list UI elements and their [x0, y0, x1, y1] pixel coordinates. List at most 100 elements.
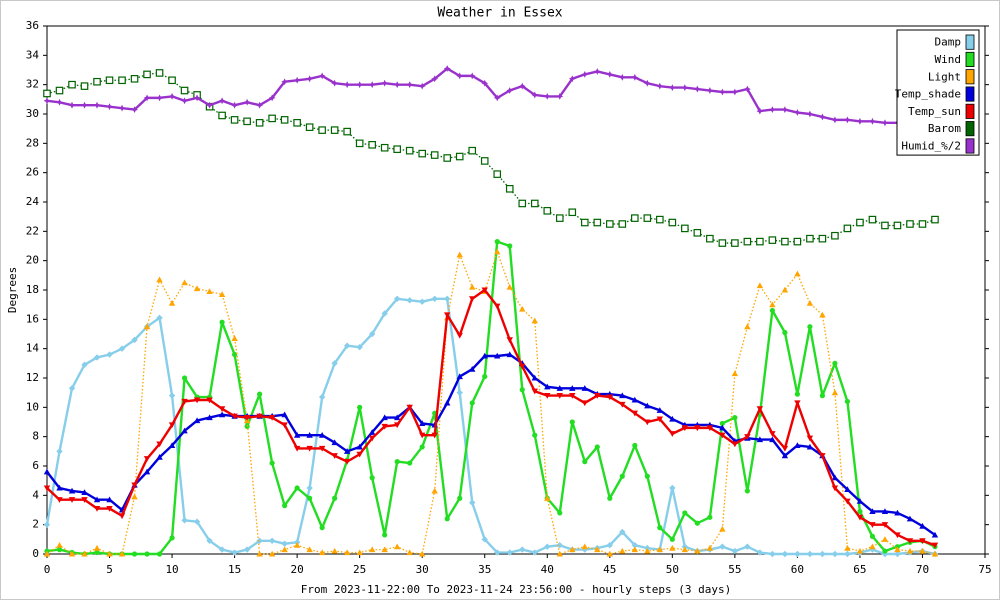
marker: [306, 75, 314, 83]
marker: [131, 482, 138, 489]
marker: [618, 220, 627, 228]
marker: [131, 551, 138, 557]
marker: [857, 508, 863, 515]
marker: [281, 540, 288, 547]
marker: [106, 103, 113, 111]
marker: [619, 392, 626, 399]
marker: [368, 429, 376, 435]
marker: [669, 484, 676, 492]
marker: [644, 547, 651, 554]
marker: [318, 445, 326, 452]
marker: [719, 432, 726, 439]
marker: [794, 391, 801, 397]
marker: [293, 76, 301, 84]
marker: [469, 499, 476, 506]
marker: [844, 116, 851, 124]
marker: [168, 76, 176, 85]
marker: [118, 513, 126, 520]
marker: [405, 146, 414, 155]
marker: [606, 542, 613, 549]
marker: [106, 550, 113, 557]
marker: [555, 214, 564, 222]
marker: [743, 237, 752, 246]
marker: [668, 218, 677, 227]
marker: [506, 283, 513, 290]
marker: [819, 393, 826, 399]
marker: [356, 344, 363, 351]
x-tick-label: 70: [916, 563, 929, 576]
marker: [218, 546, 226, 553]
marker: [219, 319, 225, 325]
y-axis-label: Degrees: [6, 267, 19, 313]
marker: [343, 81, 351, 89]
marker: [168, 392, 176, 399]
marker: [118, 550, 126, 557]
marker: [230, 116, 239, 124]
marker: [131, 106, 138, 113]
marker: [431, 487, 438, 494]
marker: [806, 234, 814, 243]
marker: [594, 444, 600, 450]
marker: [806, 443, 814, 450]
marker: [156, 441, 163, 448]
y-tick-label: 14: [26, 342, 40, 355]
marker: [869, 543, 876, 550]
marker: [431, 432, 438, 439]
marker: [919, 547, 926, 554]
marker: [118, 76, 126, 85]
marker: [931, 531, 939, 538]
marker: [605, 220, 614, 228]
marker: [582, 459, 588, 465]
marker: [931, 550, 939, 557]
marker: [706, 234, 714, 243]
marker: [794, 270, 801, 277]
x-axis-label: From 2023-11-22:00 To 2023-11-24 23:56:0…: [301, 583, 731, 596]
marker: [280, 116, 289, 124]
x-tick-label: 35: [478, 563, 491, 576]
marker: [469, 296, 476, 302]
marker: [469, 366, 476, 372]
marker: [894, 532, 901, 539]
y-tick-label: 2: [32, 518, 39, 531]
marker: [881, 221, 889, 230]
marker: [506, 351, 513, 358]
marker: [406, 404, 413, 411]
marker: [268, 415, 276, 421]
marker: [105, 76, 114, 85]
marker: [844, 544, 851, 551]
legend-label: Temp_shade: [895, 88, 961, 101]
y-tick-label: 34: [26, 48, 40, 61]
marker: [656, 82, 664, 90]
marker: [831, 389, 839, 396]
marker: [243, 117, 251, 126]
y-tick-label: 28: [26, 136, 39, 149]
marker: [781, 445, 789, 452]
marker: [569, 419, 575, 425]
marker: [781, 286, 789, 293]
legend-swatch: [965, 121, 975, 137]
marker: [444, 399, 451, 406]
marker: [456, 373, 463, 380]
marker: [769, 550, 776, 558]
marker: [657, 525, 663, 531]
marker: [906, 538, 914, 544]
marker: [143, 323, 151, 330]
marker: [168, 442, 176, 449]
marker: [819, 453, 826, 459]
marker: [831, 474, 839, 481]
marker: [43, 550, 51, 557]
marker: [80, 82, 89, 90]
marker: [419, 550, 426, 557]
marker: [306, 484, 313, 492]
marker: [393, 414, 401, 421]
marker: [168, 93, 176, 100]
legend-label: Wind: [935, 53, 962, 66]
marker: [218, 97, 226, 105]
marker: [731, 547, 739, 555]
marker: [694, 425, 701, 432]
marker: [569, 385, 576, 391]
marker: [93, 354, 101, 361]
marker: [581, 71, 589, 78]
series-line: [46, 240, 936, 556]
marker: [444, 516, 450, 522]
